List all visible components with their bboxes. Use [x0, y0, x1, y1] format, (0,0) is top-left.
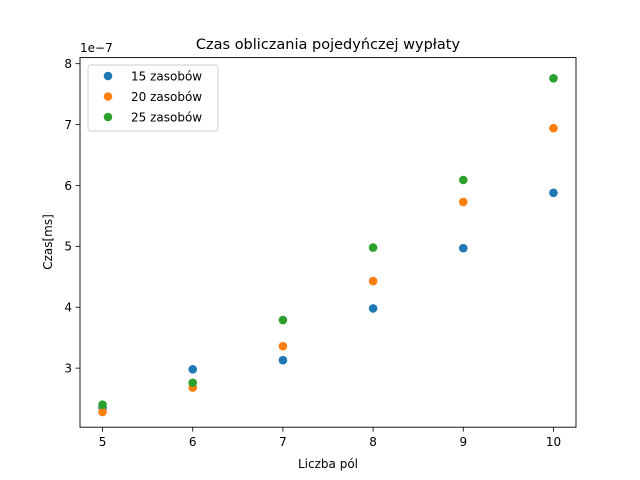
data-point: [368, 304, 378, 313]
y-axis-label: Czas[ms]: [41, 214, 55, 270]
x-axis-ticks: 5 6 7 8 9 10: [99, 427, 561, 449]
y-axis-offset-label: 1e−7: [80, 41, 113, 55]
y-tick-label: 4: [64, 301, 72, 315]
data-point: [458, 175, 468, 185]
data-point: [98, 407, 107, 417]
chart-title: Czas obliczania pojedyńczej wypłaty: [196, 37, 461, 53]
data-point: [188, 378, 198, 388]
legend-marker: [103, 92, 113, 101]
legend: 15 zasobów 20 zasobów 25 zasobów: [87, 64, 219, 132]
data-point: [458, 197, 468, 207]
series-2: [98, 123, 558, 417]
x-tick-label: 5: [99, 435, 107, 449]
legend-label: 15 zasobów: [131, 69, 202, 83]
y-axis-ticks: 3 4 5 6 7 8: [64, 57, 80, 375]
data-point: [188, 365, 198, 374]
data-point: [368, 243, 378, 252]
y-tick-label: 8: [64, 57, 72, 71]
x-axis-label: Liczba pól: [298, 457, 358, 471]
data-point: [278, 341, 288, 351]
data-point: [368, 276, 378, 286]
y-tick-label: 3: [64, 361, 72, 375]
x-tick-label: 6: [189, 435, 197, 449]
y-tick-label: 7: [64, 118, 72, 132]
data-point: [549, 74, 558, 83]
plot-area: [98, 74, 558, 417]
x-tick-label: 9: [459, 435, 467, 449]
data-point: [98, 400, 107, 409]
data-point: [278, 355, 288, 365]
legend-label: 20 zasobów: [131, 90, 202, 104]
y-tick-label: 5: [64, 240, 72, 254]
y-tick-label: 6: [64, 179, 72, 193]
legend-label: 25 zasobów: [131, 110, 202, 124]
x-tick-label: 8: [369, 435, 377, 449]
legend-marker: [103, 112, 113, 122]
x-tick-label: 10: [546, 435, 561, 449]
legend-marker: [103, 71, 113, 81]
x-tick-label: 7: [279, 435, 287, 449]
legend-frame: [87, 64, 219, 132]
data-point: [278, 315, 288, 325]
data-point: [549, 188, 558, 198]
plot-frame: [79, 57, 577, 428]
data-point: [458, 243, 468, 253]
series-3: [98, 74, 558, 409]
data-point: [549, 123, 558, 133]
